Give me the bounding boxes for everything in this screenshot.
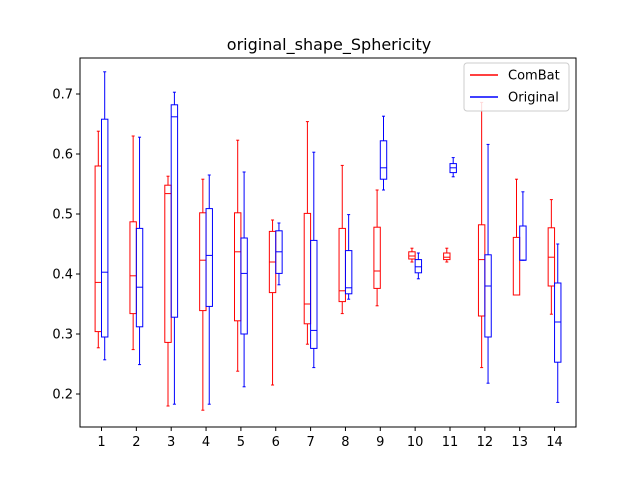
x-tick-label-1: 2 xyxy=(132,435,140,450)
series-0-box-10-iqr-box xyxy=(408,251,416,260)
series-1-box-3-iqr-box xyxy=(170,104,179,318)
series-1-box-2 xyxy=(135,136,144,366)
series-1-box-8 xyxy=(344,214,353,300)
series-0-box-10 xyxy=(408,247,416,263)
x-tick-label-2: 3 xyxy=(167,435,175,450)
series-0-box-1 xyxy=(94,130,102,349)
series-0-box-6 xyxy=(268,219,277,386)
series-1-box-11 xyxy=(449,157,457,178)
plot-frame xyxy=(79,57,577,428)
series-1-box-7 xyxy=(310,151,318,369)
series-1-box-1 xyxy=(101,71,109,361)
y-tick-label-5: 0.7 xyxy=(52,88,73,103)
series-0-box-9-iqr-box xyxy=(373,226,381,289)
series-0-box-5-iqr-box xyxy=(234,212,242,322)
series-0-box-7-iqr-box xyxy=(303,212,312,325)
x-tick-label-13: 14 xyxy=(546,435,563,450)
series-1-box-9 xyxy=(379,115,388,191)
series-1-box-4-iqr-box xyxy=(205,208,213,307)
series-1-box-14 xyxy=(554,243,562,403)
series-0-box-13 xyxy=(512,178,521,296)
series-1-box-7-iqr-box xyxy=(310,239,318,349)
series-0-box-12 xyxy=(477,101,486,369)
x-tick-label-4: 5 xyxy=(237,435,245,450)
legend: ComBat Original xyxy=(463,62,570,112)
series-1-box-3 xyxy=(170,91,179,405)
series-0-box-3 xyxy=(164,175,172,407)
y-tick-label-1: 0.3 xyxy=(52,328,73,343)
series-0-box-8 xyxy=(338,164,346,315)
series-1-box-5 xyxy=(240,171,248,388)
series-0-box-12-iqr-box xyxy=(477,224,486,317)
series-0-box-2-iqr-box xyxy=(129,221,137,315)
series-1-box-12 xyxy=(484,143,492,384)
x-tick-label-5: 6 xyxy=(272,435,280,450)
series-0-box-4 xyxy=(199,178,207,411)
series-1-box-9-iqr-box xyxy=(379,140,388,180)
x-tick-label-3: 4 xyxy=(202,435,210,450)
axes: 0.20.30.40.50.60.71 2 3 4 5 6 7 8 9 10 11 12 13 14 xyxy=(52,57,577,450)
series-0-box-7 xyxy=(303,121,312,345)
x-tick-label-0: 1 xyxy=(97,435,105,450)
x-tick-label-9: 10 xyxy=(407,435,424,450)
x-tick-label-10: 11 xyxy=(442,435,459,450)
series-0-box-1-iqr-box xyxy=(94,165,102,333)
x-tick-label-7: 8 xyxy=(341,435,349,450)
series-0-box-11-iqr-box xyxy=(443,252,451,261)
series-0-box-2 xyxy=(129,135,137,351)
series-0-box-4-iqr-box xyxy=(199,212,207,312)
x-tick-label-6: 7 xyxy=(306,435,314,450)
series-1-box-6 xyxy=(275,222,283,286)
series-1-box-10 xyxy=(414,252,423,280)
series-1-box-13-iqr-box xyxy=(519,225,527,261)
series-0-box-14 xyxy=(547,199,556,315)
series-1-box-4 xyxy=(205,174,213,405)
box-group xyxy=(94,71,562,411)
series-1-box-2-iqr-box xyxy=(135,227,144,328)
series-0-box-13-iqr-box xyxy=(512,236,521,296)
series-1-box-12-iqr-box xyxy=(484,254,492,338)
y-tick-label-3: 0.5 xyxy=(52,208,73,223)
series-1-box-10-iqr-box xyxy=(414,259,423,274)
y-tick-label-4: 0.6 xyxy=(52,148,73,163)
series-0-box-11 xyxy=(443,247,451,263)
x-tick-label-11: 12 xyxy=(477,435,494,450)
chart-title: original_shape_Sphericity xyxy=(227,35,431,55)
x-tick-label-8: 9 xyxy=(376,435,384,450)
y-tick-label-2: 0.4 xyxy=(52,268,73,283)
series-0-box-5 xyxy=(234,139,242,372)
x-tick-label-12: 13 xyxy=(511,435,528,450)
series-0-box-3-iqr-box xyxy=(164,184,172,343)
y-tick-label-0: 0.2 xyxy=(52,388,73,403)
series-0-box-9 xyxy=(373,189,381,307)
series-1-box-5-iqr-box xyxy=(240,237,248,335)
series-1-box-14-iqr-box xyxy=(554,282,562,363)
legend-label-1: Original xyxy=(508,91,559,106)
series-1-box-1-iqr-box xyxy=(101,118,109,338)
series-1-box-13 xyxy=(519,191,527,261)
series-1-box-8-iqr-box xyxy=(344,250,353,295)
legend-label-0: ComBat xyxy=(508,69,560,84)
